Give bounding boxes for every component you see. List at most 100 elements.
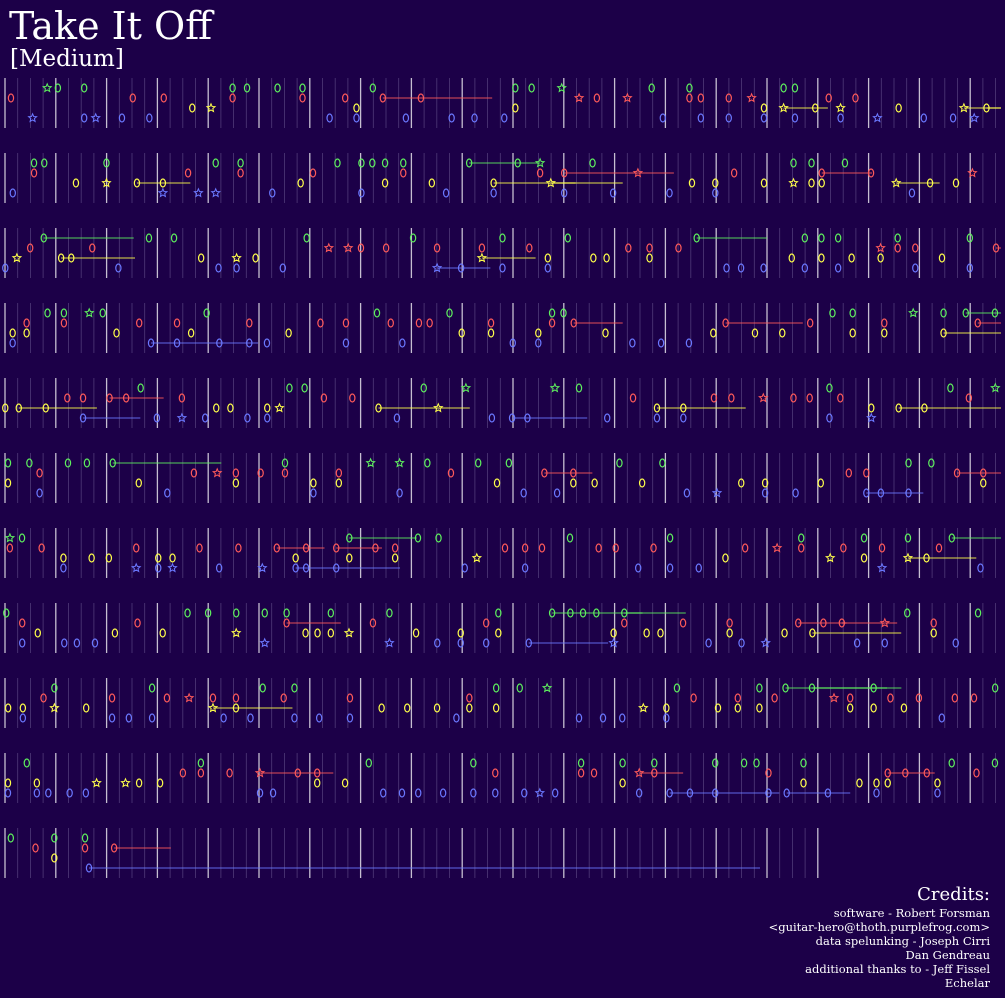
star-note	[556, 82, 567, 93]
note-gem	[197, 758, 205, 768]
note-gem	[147, 338, 155, 348]
note-gem	[966, 233, 974, 243]
note-gem	[800, 778, 807, 788]
star-note	[990, 382, 1001, 393]
note-gem	[274, 83, 281, 93]
note-gem	[428, 178, 436, 188]
note-gem	[908, 188, 916, 198]
star-note	[323, 242, 335, 253]
note-gem	[81, 833, 89, 843]
note-gem	[849, 308, 856, 318]
note-gem	[781, 628, 788, 638]
note-gem	[466, 703, 473, 713]
note-gem	[686, 83, 693, 93]
note-gem	[621, 618, 628, 628]
note-gem	[949, 113, 957, 123]
note-gem	[697, 113, 705, 123]
note-gem	[170, 233, 178, 243]
note-gem	[159, 628, 166, 638]
note-gem	[353, 103, 360, 113]
note-gem	[82, 788, 90, 798]
star-note	[549, 382, 561, 393]
credits-heading: Credits:	[917, 884, 990, 905]
note-gem	[712, 188, 719, 198]
note-gem	[934, 788, 941, 798]
star-note	[431, 262, 443, 273]
note-gem	[722, 318, 729, 328]
note-gem	[737, 263, 745, 273]
note-gem	[685, 338, 693, 348]
note-gem	[666, 188, 673, 198]
note-gem	[184, 608, 191, 618]
star-note	[365, 457, 376, 468]
note-gem	[991, 683, 999, 693]
note-gem	[575, 383, 583, 393]
note-gem	[686, 788, 694, 798]
note-gem	[386, 608, 393, 618]
note-gem	[877, 253, 884, 263]
note-gem	[792, 488, 799, 498]
note-gem	[952, 638, 959, 648]
note-gem	[818, 253, 825, 263]
note-gem	[40, 233, 47, 243]
note-gem	[317, 318, 324, 328]
note-gem	[599, 713, 607, 723]
note-gem	[579, 608, 587, 618]
note-gem	[286, 383, 293, 393]
note-gem	[535, 328, 542, 338]
note-gem	[391, 553, 399, 563]
note-gem	[577, 768, 585, 778]
note-gem	[301, 383, 308, 393]
note-gem	[575, 713, 583, 723]
note-gem	[505, 458, 513, 468]
note-gem	[512, 103, 519, 113]
note-gem	[398, 788, 406, 798]
note-gem	[201, 413, 209, 423]
note-gem	[229, 83, 236, 93]
star-note	[394, 457, 405, 468]
note-gem	[912, 263, 919, 273]
star-note	[4, 532, 16, 543]
credit-line-thanks: additional thanks to - Jeff Fissel	[805, 962, 990, 976]
note-gem	[41, 158, 48, 168]
note-gem	[490, 178, 497, 188]
note-gem	[817, 478, 824, 488]
note-gem	[379, 93, 387, 103]
note-gem	[273, 543, 280, 553]
note-gem	[806, 318, 814, 328]
note-gem	[85, 863, 93, 873]
note-gem	[788, 253, 795, 263]
note-gem	[970, 693, 978, 703]
note-gem	[951, 693, 959, 703]
note-gem	[508, 413, 516, 423]
note-gem	[514, 158, 521, 168]
note-gem	[232, 478, 240, 488]
note-gem	[375, 403, 382, 413]
note-gem	[878, 543, 886, 553]
note-gem	[683, 488, 691, 498]
note-gem	[635, 563, 642, 573]
note-gem	[369, 158, 376, 168]
note-gem	[686, 93, 693, 103]
note-gem	[492, 768, 499, 778]
note-gem	[196, 543, 203, 553]
note-gem	[470, 788, 477, 798]
note-gem	[525, 638, 532, 648]
note-gem	[19, 703, 27, 713]
note-gem	[51, 853, 58, 863]
note-gem	[912, 243, 919, 253]
note-gem	[659, 113, 667, 123]
note-gem	[283, 618, 290, 628]
note-gem	[292, 563, 299, 573]
note-gem	[520, 488, 527, 498]
credit-line-data: data spelunking - Joseph Cirri	[815, 934, 990, 948]
note-gem	[148, 683, 156, 693]
star-note	[608, 637, 619, 648]
note-gem	[760, 113, 768, 123]
note-gem	[160, 93, 167, 103]
note-gem	[246, 338, 253, 348]
note-gem	[243, 83, 251, 93]
note-gem	[88, 553, 95, 563]
star-note	[541, 682, 553, 693]
note-gem	[341, 93, 349, 103]
